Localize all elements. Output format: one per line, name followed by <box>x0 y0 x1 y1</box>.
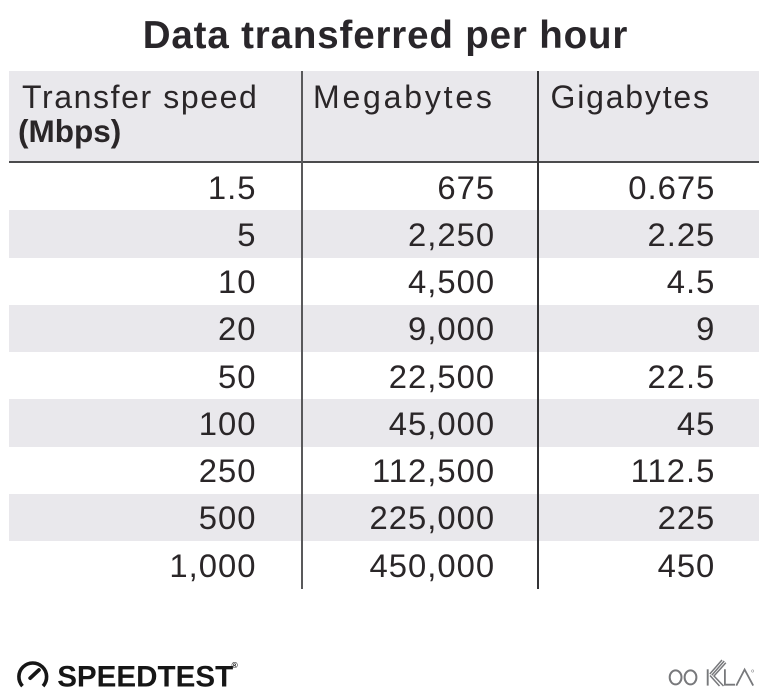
svg-text:SPEEDTEST: SPEEDTEST <box>57 660 233 693</box>
svg-text:®: ® <box>232 660 239 670</box>
